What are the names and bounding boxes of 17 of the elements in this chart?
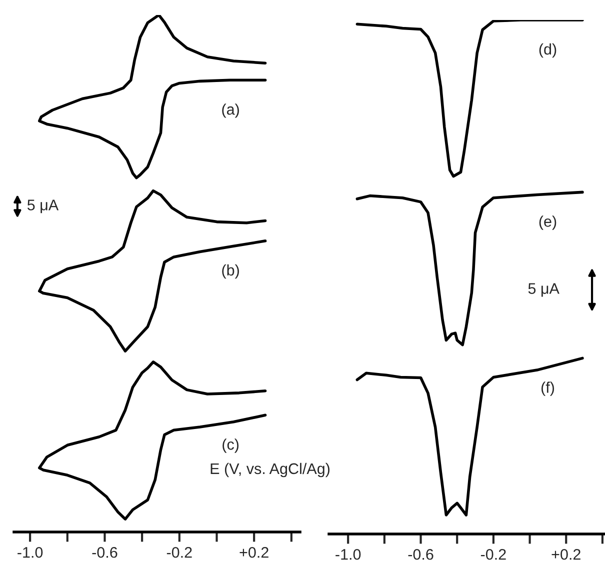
series-label: (c) [222, 438, 239, 453]
x-tick-label: +0.2 [552, 548, 580, 560]
x-axis-title: E (V, vs. AgCl/Ag) [210, 462, 330, 478]
series-label: (e) [539, 216, 556, 230]
x-tick-label: +0.2 [240, 546, 268, 558]
series-label: (f) [541, 382, 554, 396]
series-label: (d) [539, 43, 556, 58]
series-label: (b) [222, 264, 239, 279]
x-tick-label: -0.6 [408, 548, 434, 560]
annotation: 5 μA [528, 283, 560, 297]
x-tick-label: -0.2 [480, 548, 506, 560]
x-tick-label: -0.2 [166, 546, 192, 558]
annotation: 5 μA [27, 200, 59, 214]
series-label: (a) [222, 104, 239, 118]
x-tick-label: -0.6 [92, 546, 118, 558]
x-tick-label: -1.0 [336, 548, 361, 560]
x-tick-label: -1.0 [18, 546, 43, 558]
